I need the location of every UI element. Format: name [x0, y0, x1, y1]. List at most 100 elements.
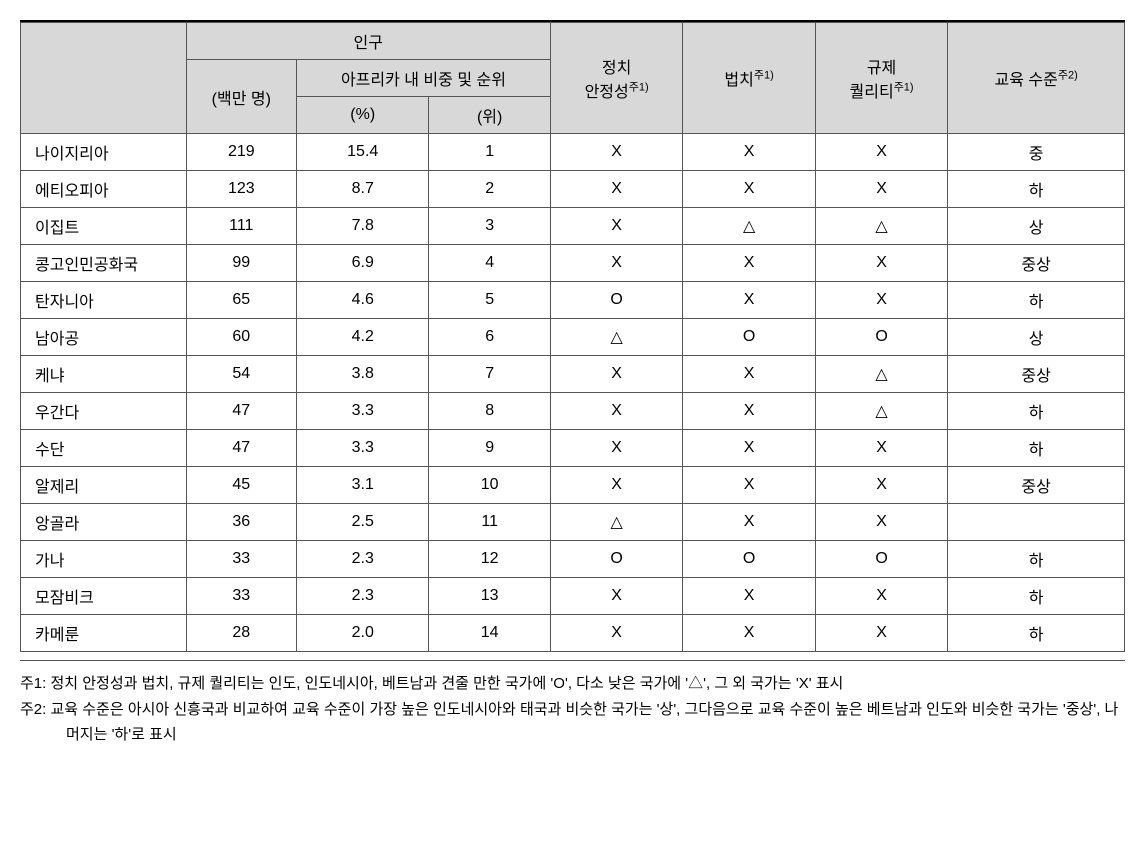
- cell-regulatory: X: [815, 282, 947, 319]
- cell-political: X: [550, 208, 682, 245]
- cell-country: 탄자니아: [21, 282, 187, 319]
- cell-share-pct: 4.6: [296, 282, 428, 319]
- header-share-rank-group-label: 아프리카 내 비중 및 순위: [341, 72, 506, 89]
- cell-regulatory: X: [815, 171, 947, 208]
- cell-education: 하: [948, 578, 1125, 615]
- cell-population: 99: [186, 245, 296, 282]
- cell-political: X: [550, 467, 682, 504]
- cell-political: △: [550, 319, 682, 356]
- header-population-million-label: (백만 명): [212, 91, 271, 108]
- cell-education: 중상: [948, 467, 1125, 504]
- cell-law: X: [683, 356, 815, 393]
- cell-country: 알제리: [21, 467, 187, 504]
- header-political-stability-label-2: 안정성: [585, 84, 629, 101]
- table-row: 에티오피아1238.72XXX하: [21, 171, 1125, 208]
- header-share-rank-group: 아프리카 내 비중 및 순위: [296, 60, 550, 97]
- cell-population: 45: [186, 467, 296, 504]
- cell-rank: 6: [429, 319, 550, 356]
- cell-regulatory: X: [815, 430, 947, 467]
- cell-education: 하: [948, 541, 1125, 578]
- cell-political: O: [550, 541, 682, 578]
- cell-share-pct: 3.3: [296, 393, 428, 430]
- cell-law: X: [683, 393, 815, 430]
- cell-country: 모잠비크: [21, 578, 187, 615]
- cell-regulatory: △: [815, 208, 947, 245]
- cell-share-pct: 3.1: [296, 467, 428, 504]
- header-rank: (위): [429, 97, 550, 134]
- table-row: 알제리453.110XXX중상: [21, 467, 1125, 504]
- cell-share-pct: 2.3: [296, 541, 428, 578]
- cell-law: O: [683, 319, 815, 356]
- cell-share-pct: 3.3: [296, 430, 428, 467]
- header-population-group-label: 인구: [354, 35, 383, 52]
- cell-law: X: [683, 282, 815, 319]
- cell-rank: 8: [429, 393, 550, 430]
- cell-education: 하: [948, 615, 1125, 652]
- footnote-2: 주2: 교육 수준은 아시아 신흥국과 비교하여 교육 수준이 가장 높은 인도…: [20, 697, 1125, 748]
- cell-regulatory: △: [815, 356, 947, 393]
- cell-population: 33: [186, 541, 296, 578]
- cell-education: 상: [948, 208, 1125, 245]
- header-political-stability-note: 주1): [629, 82, 649, 94]
- cell-education: 하: [948, 430, 1125, 467]
- cell-law: X: [683, 171, 815, 208]
- cell-rank: 11: [429, 504, 550, 541]
- header-regulatory-quality: 규제 퀄리티주1): [815, 23, 947, 134]
- cell-country: 콩고인민공화국: [21, 245, 187, 282]
- cell-regulatory: X: [815, 504, 947, 541]
- cell-political: X: [550, 356, 682, 393]
- cell-country: 나이지리아: [21, 134, 187, 171]
- cell-political: X: [550, 578, 682, 615]
- cell-country: 가나: [21, 541, 187, 578]
- cell-law: △: [683, 208, 815, 245]
- cell-education: 중상: [948, 356, 1125, 393]
- cell-rank: 10: [429, 467, 550, 504]
- table-row: 콩고인민공화국996.94XXX중상: [21, 245, 1125, 282]
- cell-regulatory: X: [815, 134, 947, 171]
- table-row: 앙골라362.511△XX: [21, 504, 1125, 541]
- table-row: 이집트1117.83X△△상: [21, 208, 1125, 245]
- cell-regulatory: X: [815, 245, 947, 282]
- cell-population: 111: [186, 208, 296, 245]
- cell-political: X: [550, 134, 682, 171]
- cell-law: X: [683, 578, 815, 615]
- cell-education: [948, 504, 1125, 541]
- cell-education: 하: [948, 282, 1125, 319]
- header-regulatory-quality-label-2: 퀄리티: [850, 84, 894, 101]
- table-row: 남아공604.26△OO상: [21, 319, 1125, 356]
- cell-country: 수단: [21, 430, 187, 467]
- cell-law: X: [683, 467, 815, 504]
- footnote-1: 주1: 정치 안정성과 법치, 규제 퀄리티는 인도, 인도네시아, 베트남과 …: [20, 671, 1125, 697]
- cell-rank: 12: [429, 541, 550, 578]
- cell-rank: 2: [429, 171, 550, 208]
- header-education-label: 교육 수준: [995, 72, 1058, 89]
- header-country: [21, 23, 187, 134]
- cell-population: 36: [186, 504, 296, 541]
- cell-political: X: [550, 393, 682, 430]
- header-political-stability-label-1: 정치: [602, 60, 631, 77]
- header-share-pct-label: (%): [350, 106, 375, 123]
- cell-education: 하: [948, 171, 1125, 208]
- cell-rank: 5: [429, 282, 550, 319]
- cell-rank: 13: [429, 578, 550, 615]
- cell-country: 카메룬: [21, 615, 187, 652]
- cell-share-pct: 6.9: [296, 245, 428, 282]
- header-education: 교육 수준주2): [948, 23, 1125, 134]
- cell-political: △: [550, 504, 682, 541]
- cell-country: 케냐: [21, 356, 187, 393]
- cell-population: 47: [186, 430, 296, 467]
- cell-law: X: [683, 430, 815, 467]
- cell-population: 47: [186, 393, 296, 430]
- header-education-note: 주2): [1058, 70, 1078, 82]
- cell-country: 앙골라: [21, 504, 187, 541]
- country-indicators-table: 인구 정치 안정성주1) 법치주1) 규제 퀄리티주1) 교육 수준주2): [20, 22, 1125, 652]
- cell-share-pct: 15.4: [296, 134, 428, 171]
- cell-law: X: [683, 245, 815, 282]
- cell-country: 이집트: [21, 208, 187, 245]
- header-rule-of-law-label: 법치: [724, 72, 753, 89]
- cell-population: 65: [186, 282, 296, 319]
- cell-share-pct: 8.7: [296, 171, 428, 208]
- cell-share-pct: 4.2: [296, 319, 428, 356]
- table-row: 우간다473.38XX△하: [21, 393, 1125, 430]
- cell-law: X: [683, 504, 815, 541]
